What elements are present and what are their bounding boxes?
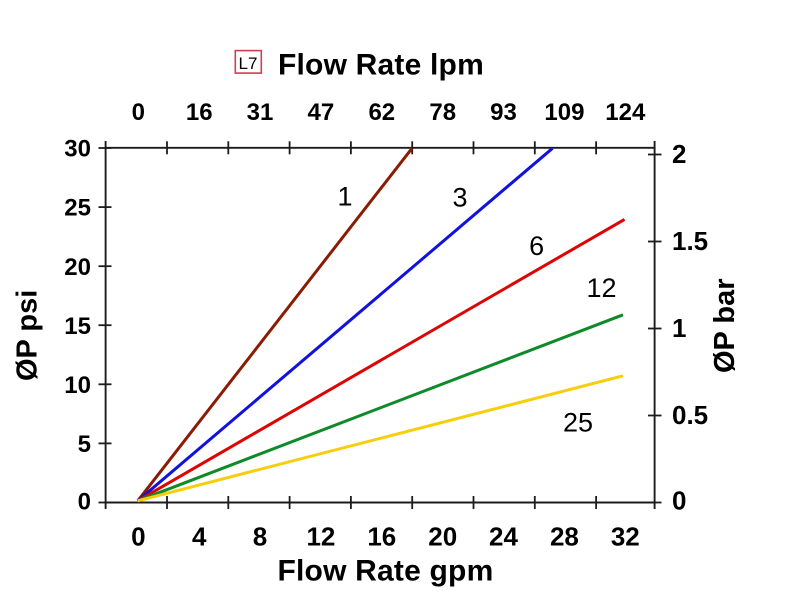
svg-text:0: 0 [672, 486, 686, 516]
svg-text:L7: L7 [239, 54, 258, 73]
svg-text:6: 6 [529, 231, 544, 261]
svg-text:ØP bar: ØP bar [709, 278, 741, 373]
svg-text:12: 12 [306, 522, 335, 552]
svg-text:24: 24 [489, 522, 518, 552]
svg-text:4: 4 [192, 522, 207, 552]
svg-text:93: 93 [490, 99, 517, 126]
svg-text:20: 20 [428, 522, 457, 552]
svg-text:Flow Rate lpm: Flow Rate lpm [278, 49, 484, 82]
svg-text:0: 0 [131, 522, 145, 552]
svg-text:28: 28 [550, 522, 579, 552]
svg-text:109: 109 [544, 99, 584, 126]
svg-text:16: 16 [186, 99, 213, 126]
svg-text:0: 0 [78, 488, 91, 515]
svg-text:20: 20 [64, 254, 91, 281]
svg-text:31: 31 [247, 99, 274, 126]
svg-text:1: 1 [337, 182, 352, 212]
svg-text:12: 12 [586, 273, 616, 303]
svg-text:3: 3 [452, 183, 467, 213]
svg-text:8: 8 [253, 522, 267, 552]
svg-text:0.5: 0.5 [672, 400, 708, 430]
svg-text:15: 15 [64, 313, 91, 340]
svg-text:5: 5 [78, 431, 91, 458]
svg-text:47: 47 [308, 99, 335, 126]
svg-text:25: 25 [64, 195, 91, 222]
svg-text:Flow Rate gpm: Flow Rate gpm [278, 555, 494, 588]
svg-text:30: 30 [64, 136, 91, 163]
svg-text:124: 124 [605, 99, 646, 126]
svg-text:2: 2 [672, 139, 686, 169]
svg-text:1.5: 1.5 [672, 226, 708, 256]
svg-text:0: 0 [132, 99, 145, 126]
svg-text:ØP psi: ØP psi [12, 290, 44, 381]
svg-text:78: 78 [429, 99, 456, 126]
svg-text:32: 32 [611, 522, 640, 552]
svg-text:1: 1 [672, 313, 686, 343]
svg-text:62: 62 [368, 99, 395, 126]
svg-text:16: 16 [367, 522, 396, 552]
svg-text:25: 25 [563, 408, 593, 438]
svg-text:10: 10 [64, 372, 91, 399]
